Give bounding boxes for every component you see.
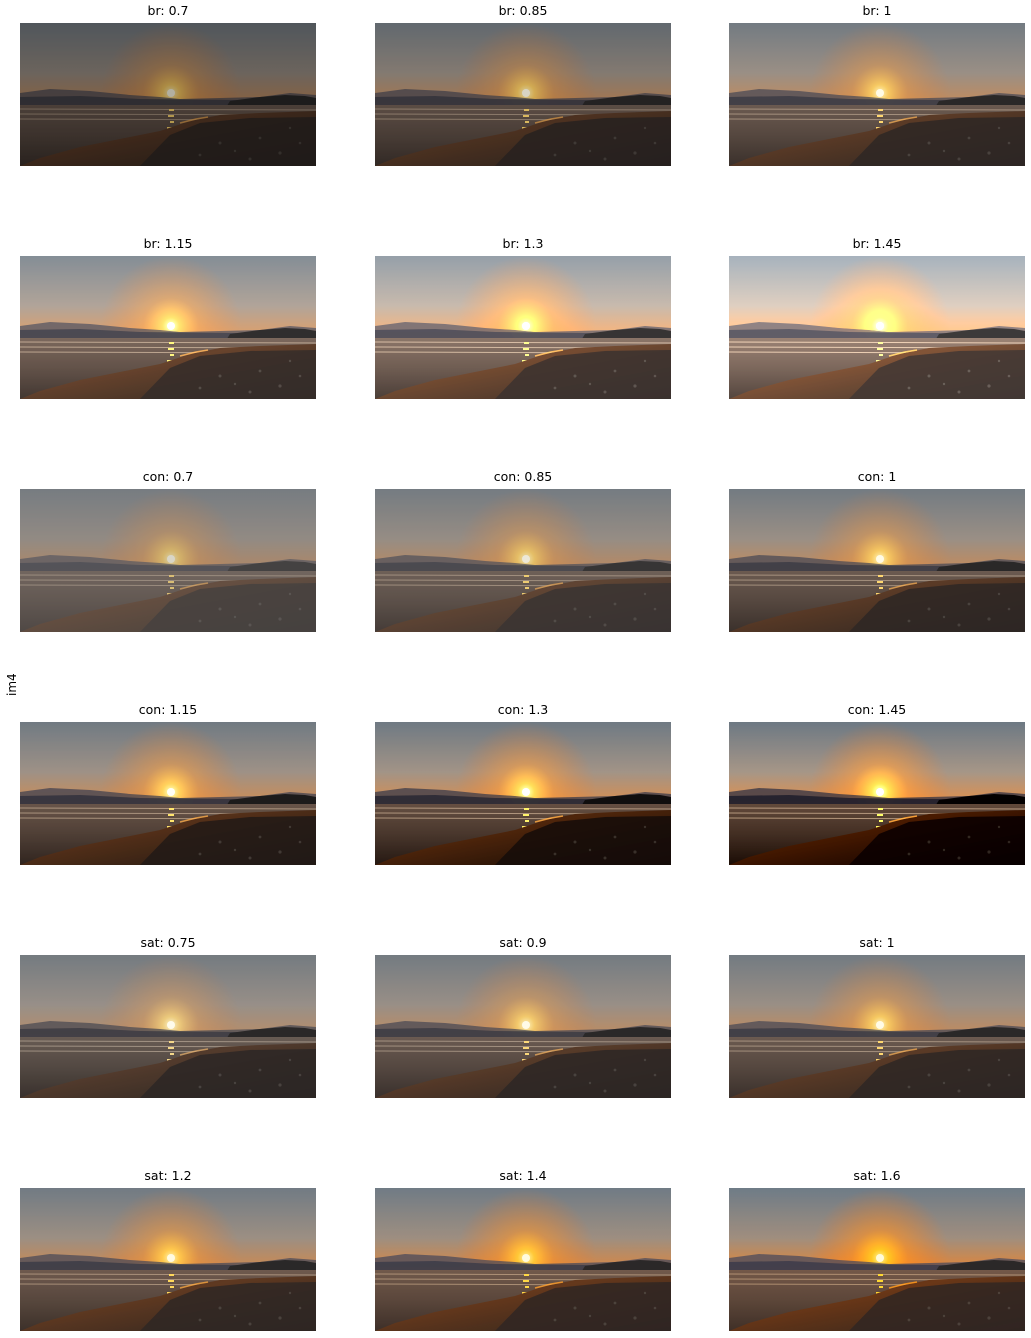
panel-title: con: 1.15 bbox=[20, 701, 316, 719]
panel-title: br: 0.85 bbox=[375, 2, 671, 20]
panel-title: br: 1 bbox=[729, 2, 1025, 20]
panel-title: sat: 1 bbox=[729, 934, 1025, 952]
sunset-photo bbox=[375, 256, 671, 399]
panel-title: con: 1.3 bbox=[375, 701, 671, 719]
panel-title: br: 1.15 bbox=[20, 235, 316, 253]
row-label: im4 bbox=[4, 670, 20, 700]
sunset-photo bbox=[375, 1188, 671, 1331]
panel-title: sat: 0.9 bbox=[375, 934, 671, 952]
panel-title: sat: 1.2 bbox=[20, 1167, 316, 1185]
sunset-photo bbox=[375, 489, 671, 632]
sunset-photo bbox=[375, 722, 671, 865]
sunset-photo bbox=[729, 23, 1025, 166]
sunset-photo bbox=[375, 955, 671, 1098]
sunset-photo bbox=[729, 955, 1025, 1098]
sunset-photo bbox=[729, 256, 1025, 399]
sunset-photo bbox=[20, 256, 316, 399]
panel-title: br: 1.45 bbox=[729, 235, 1025, 253]
sunset-photo bbox=[375, 23, 671, 166]
sunset-photo bbox=[20, 955, 316, 1098]
panel-title: con: 1.45 bbox=[729, 701, 1025, 719]
panel-title: con: 0.85 bbox=[375, 468, 671, 486]
sunset-photo bbox=[20, 489, 316, 632]
panel-title: sat: 0.75 bbox=[20, 934, 316, 952]
panel-title: con: 0.7 bbox=[20, 468, 316, 486]
sunset-photo bbox=[20, 1188, 316, 1331]
panel-title: con: 1 bbox=[729, 468, 1025, 486]
panel-title: sat: 1.4 bbox=[375, 1167, 671, 1185]
sunset-photo bbox=[20, 722, 316, 865]
panel-title: br: 0.7 bbox=[20, 2, 316, 20]
panel-title: br: 1.3 bbox=[375, 235, 671, 253]
sunset-photo bbox=[20, 23, 316, 166]
sunset-photo bbox=[729, 1188, 1025, 1331]
sunset-photo bbox=[729, 489, 1025, 632]
panel-title: sat: 1.6 bbox=[729, 1167, 1025, 1185]
sunset-photo bbox=[729, 722, 1025, 865]
